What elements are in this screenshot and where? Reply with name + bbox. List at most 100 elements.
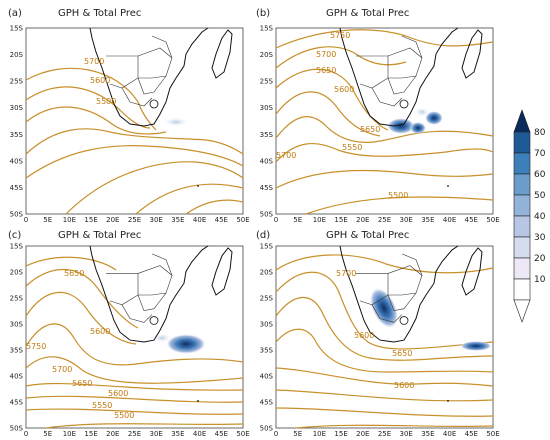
x-tick-label: 50E xyxy=(486,216,499,224)
x-tick-label: 20E xyxy=(356,216,369,224)
y-tick-label: 15S xyxy=(10,25,24,33)
precip-area xyxy=(425,111,443,125)
x-tick-label: 45E xyxy=(215,216,228,224)
gph-contours xyxy=(25,256,244,429)
x-tick-label: 35E xyxy=(421,430,434,438)
x-tick-label: 5E xyxy=(293,216,302,224)
colorbar-band xyxy=(513,257,531,280)
y-tick-label: 50S xyxy=(10,425,24,433)
precip-area xyxy=(369,287,399,329)
x-tick-label: 20E xyxy=(106,430,119,438)
colorbar-tick-label: 30 xyxy=(534,233,546,243)
y-tick-label: 15S xyxy=(260,243,274,251)
y-tick-label: 50S xyxy=(260,425,274,433)
precip-area xyxy=(162,117,190,127)
y-tick-label: 30S xyxy=(260,321,274,329)
y-tick-label: 40S xyxy=(260,373,274,381)
map-frame xyxy=(275,27,494,215)
y-tick-label: 20S xyxy=(260,51,274,59)
panel-title: GPH & Total Prec xyxy=(58,8,141,19)
x-tick-label: 20E xyxy=(356,430,369,438)
x-tick-label: 15E xyxy=(334,430,347,438)
contour-label: 5500 xyxy=(388,191,408,200)
precip-area xyxy=(166,334,206,354)
gph-contours xyxy=(275,29,494,215)
y-tick-label: 40S xyxy=(10,157,24,165)
colorbar-band xyxy=(513,278,531,301)
panel-title: GPH & Total Prec xyxy=(326,230,409,241)
x-tick-label: 45E xyxy=(465,216,478,224)
contour-label: 5550 xyxy=(92,401,112,410)
colorbar-tick-label: 20 xyxy=(534,254,546,264)
x-tick-label: 20E xyxy=(106,216,119,224)
y-tick-label: 45S xyxy=(260,184,274,192)
contour-label: 5600 xyxy=(90,327,110,336)
y-tick-label: 50S xyxy=(260,211,274,219)
x-tick-label: 0 xyxy=(24,430,28,438)
x-tick-label: 30E xyxy=(150,430,163,438)
x-tick-label: 50E xyxy=(236,430,249,438)
colorbar-tick-label: 60 xyxy=(534,170,546,180)
precip-area xyxy=(410,122,426,134)
colorbar-band xyxy=(513,194,531,217)
contour-label: 5650 xyxy=(72,379,92,388)
colorbar-tick-label: 50 xyxy=(534,191,546,201)
x-tick-label: 35E xyxy=(171,216,184,224)
x-tick-label: 40E xyxy=(193,430,206,438)
contour-label: 5650 xyxy=(64,269,84,278)
x-tick-label: 25E xyxy=(128,430,141,438)
contour-label: 5700 xyxy=(52,365,72,374)
x-tick-label: 0 xyxy=(274,430,278,438)
contour-label: 5650 xyxy=(360,125,380,134)
y-tick-label: 35S xyxy=(10,347,24,355)
x-tick-label: 30E xyxy=(400,216,413,224)
panel-d: (d) GPH & Total Prec 5700 5600 5650 5600 xyxy=(256,230,494,429)
precip-area xyxy=(460,341,492,351)
y-tick-label: 45S xyxy=(10,184,24,192)
map-frame xyxy=(25,27,244,215)
x-tick-label: 40E xyxy=(443,216,456,224)
x-tick-label: 30E xyxy=(400,430,413,438)
contour-label: 5700 xyxy=(316,50,336,59)
x-tick-label: 15E xyxy=(84,430,97,438)
contour-label: 5650 xyxy=(392,349,412,358)
panel-a: (a) GPH & Total Prec 5700 5600 5500 xyxy=(8,8,244,215)
contour-label: 5700 xyxy=(336,269,356,278)
panel-b: (b) GPH & Total Prec 5750 5700 5650 560 xyxy=(256,8,494,215)
contour-label: 5550 xyxy=(342,143,362,152)
panel-title: GPH & Total Prec xyxy=(326,8,409,19)
colorbar-band xyxy=(513,236,531,259)
axis-ticks: 0 5E 10E 15E 20E 25E 30E 35E 40E 45E 50E 15S 20S 25S 3… xyxy=(10,25,500,439)
colorbar-tick-label: 10 xyxy=(534,275,546,285)
colorbar-bands xyxy=(513,131,531,301)
colorbar-top-cap xyxy=(513,109,531,133)
panel-label: (d) xyxy=(256,230,270,241)
precip-area xyxy=(387,118,415,134)
colorbar-bottom-cap xyxy=(513,299,531,323)
contour-label: 5750 xyxy=(26,342,46,351)
x-tick-label: 25E xyxy=(378,216,391,224)
y-tick-label: 35S xyxy=(260,131,274,139)
y-tick-label: 45S xyxy=(10,399,24,407)
panel-label: (a) xyxy=(8,8,22,19)
colorbar-tick-label: 40 xyxy=(534,212,546,222)
panel-title: GPH & Total Prec xyxy=(58,230,141,241)
x-tick-label: 10E xyxy=(63,430,76,438)
y-tick-label: 20S xyxy=(10,51,24,59)
contour-label: 5600 xyxy=(354,331,374,340)
contour-label: 5500 xyxy=(96,97,116,106)
y-tick-label: 15S xyxy=(260,25,274,33)
panel-label: (b) xyxy=(256,8,270,19)
y-tick-label: 30S xyxy=(260,104,274,112)
y-tick-label: 25S xyxy=(10,295,24,303)
contour-label: 5700 xyxy=(276,151,296,160)
x-tick-label: 35E xyxy=(171,430,184,438)
contour-label: 5600 xyxy=(90,76,110,85)
x-tick-label: 10E xyxy=(313,430,326,438)
x-tick-label: 45E xyxy=(465,430,478,438)
x-tick-label: 50E xyxy=(486,430,499,438)
y-tick-label: 15S xyxy=(10,243,24,251)
y-tick-label: 45S xyxy=(260,399,274,407)
x-tick-label: 25E xyxy=(128,216,141,224)
